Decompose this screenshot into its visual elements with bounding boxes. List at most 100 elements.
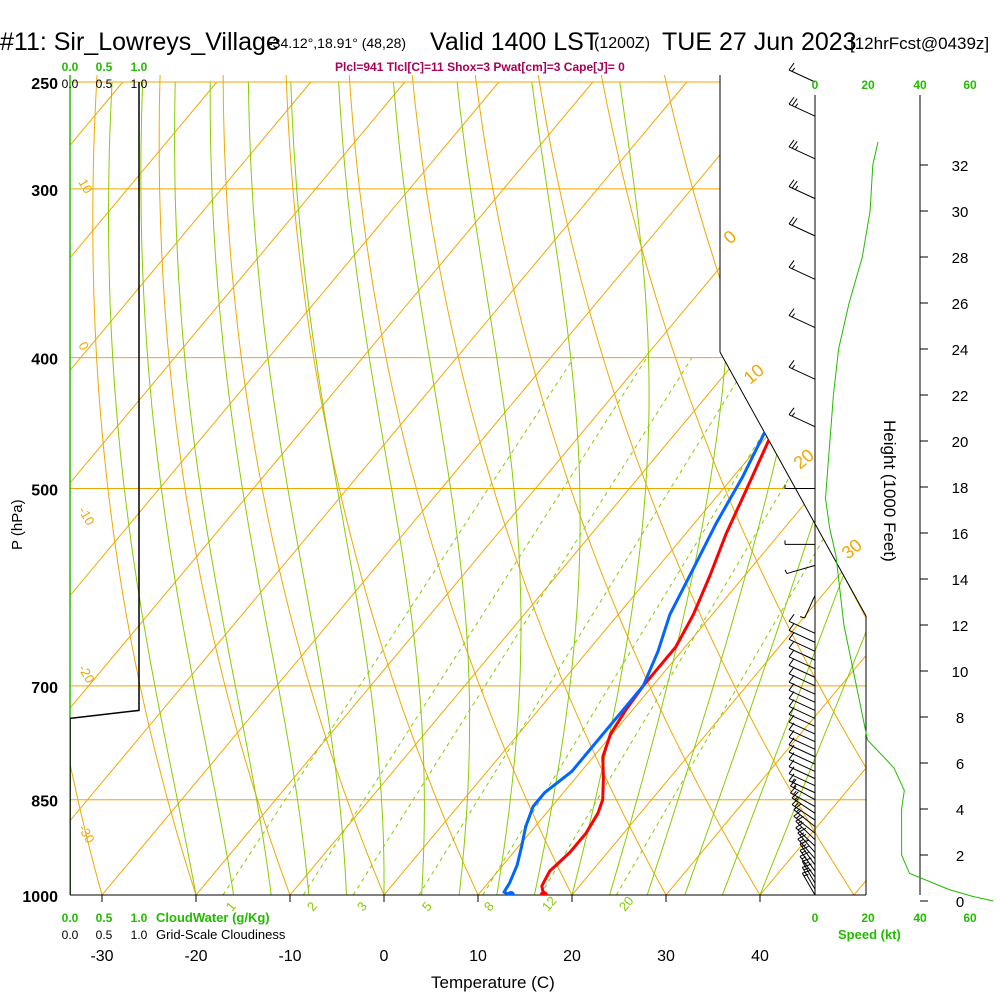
height-profile-line: [824, 141, 994, 902]
y-axis-label: P (hPa): [9, 499, 26, 550]
wind-barb-shaft: [788, 664, 816, 678]
cloudiness-line: [70, 82, 140, 895]
wind-barb-feather: [799, 845, 809, 851]
wind-barb: [795, 815, 816, 841]
dry-adiabat: [285, 75, 492, 895]
wind-barb-shaft: [795, 820, 816, 841]
cloudiness-tick-bottom: 0.0: [62, 928, 79, 942]
wind-barb-feather: [788, 260, 795, 268]
wind-barb-half-feather: [794, 145, 799, 151]
wind-barb: [799, 595, 816, 619]
header-fcst: [12hrFcst@0439z]: [850, 34, 989, 53]
wind-barb-shaft: [788, 266, 816, 280]
speed-axis-label: Speed (kt): [838, 927, 901, 942]
mixing-ratio-line: [302, 357, 648, 895]
surface-point-dewpoint: [506, 891, 515, 895]
dry-adiabat: [70, 75, 111, 895]
wind-barb-half-feather: [792, 790, 797, 795]
wind-barb-feather: [788, 407, 795, 416]
isotherm-line: [70, 81, 594, 895]
mixing-ratio-label: 20: [616, 893, 637, 914]
isotherm-line: [853, 81, 866, 895]
wind-barb-shaft: [804, 595, 816, 619]
wind-barb-half-feather: [797, 820, 803, 824]
wind-barb-shaft: [788, 620, 816, 634]
wind-barb: [788, 96, 816, 117]
wind-barb-shaft: [788, 780, 816, 794]
wind-barb-shaft: [788, 315, 816, 329]
mixing-ratio-label: 5: [419, 899, 435, 914]
wind-barb-shaft: [788, 705, 816, 719]
wind-barb-feather: [788, 766, 795, 775]
speed-tick-top: 20: [861, 78, 875, 92]
wind-barb-feather: [788, 623, 795, 631]
speed-tick-top: 60: [963, 78, 977, 92]
wind-barb: [788, 308, 816, 329]
wind-barb-shaft: [788, 751, 816, 765]
wind-barb-half-feather: [792, 783, 797, 788]
speed-tick-top: 0: [812, 78, 819, 92]
wind-barb-feather: [788, 308, 795, 316]
height-tick-label: 12: [952, 618, 969, 635]
temp-tick-label: 40: [751, 948, 769, 965]
wind-barb-shaft: [801, 867, 816, 890]
height-tick-label: 6: [956, 756, 964, 773]
dry-adiabat: [92, 75, 206, 895]
height-tick-label: 4: [956, 802, 964, 819]
wind-barb-feather: [788, 360, 795, 368]
wind-barb-shaft: [788, 186, 816, 200]
speed-tick-top: 40: [913, 78, 927, 92]
wind-barb-half-feather: [803, 873, 809, 877]
wind-barb-shaft: [788, 766, 816, 780]
cloudwater-tick-top: 1.0: [131, 60, 148, 74]
cloudiness-tick-top: 1.0: [131, 77, 148, 91]
dry-adiabat: [973, 58, 1000, 924]
wind-barb: [788, 658, 816, 678]
dry-adiabat-label: 0: [720, 226, 741, 248]
wind-barb: [790, 785, 816, 807]
wind-barb-half-feather: [791, 313, 796, 318]
dry-adiabat: [158, 75, 302, 895]
wind-barb: [788, 640, 816, 661]
wind-barb-half-feather: [794, 103, 799, 108]
wind-barb-shaft: [788, 758, 816, 772]
speed-tick-bottom: 0: [812, 911, 819, 925]
isotherm-label: -10: [75, 504, 97, 528]
pressure-tick-label: 250: [31, 76, 58, 93]
isotherm-line: [70, 81, 500, 895]
wind-barb-shaft: [799, 849, 816, 872]
wind-barb-feather: [788, 649, 795, 658]
wind-barb-half-feather: [803, 867, 809, 871]
cloudwater-label: CloudWater (g/Kg): [156, 910, 270, 925]
isotherm-line: [383, 81, 866, 895]
dry-adiabat-label: 10: [740, 360, 768, 388]
moist-adiabat: [571, 81, 650, 895]
wind-barb-shaft: [788, 414, 816, 428]
wind-barb-half-feather: [794, 185, 799, 190]
mixing-ratio-line: [539, 357, 862, 895]
wind-barb-feather: [788, 614, 795, 622]
wind-barb-shaft: [795, 827, 816, 847]
isotherm-line: [665, 81, 866, 895]
wind-barb-shaft: [788, 223, 816, 237]
wind-barb-feather: [788, 658, 795, 666]
height-tick-label: 16: [952, 526, 969, 543]
wind-barb: [791, 791, 816, 814]
wind-barb-shaft: [788, 721, 816, 735]
wind-barb-feather: [788, 640, 795, 649]
wind-barb-feather: [791, 98, 798, 106]
wind-barb-half-feather: [791, 778, 796, 783]
wind-barb-feather: [791, 218, 798, 226]
wind-barb: [788, 360, 816, 380]
wind-barb-half-feather: [799, 616, 805, 619]
height-tick-label: 24: [952, 342, 969, 359]
header-date: TUE 27 Jun 2023: [662, 28, 857, 56]
isotherm-line: [70, 81, 218, 895]
wind-barb-shaft: [788, 629, 816, 643]
dry-adiabat: [472, 75, 778, 895]
wind-barb-feather: [788, 216, 795, 225]
wind-barb-shaft: [788, 673, 816, 687]
cloudiness-tick-bottom: 1.0: [131, 928, 148, 942]
wind-barb-shaft: [801, 861, 816, 884]
